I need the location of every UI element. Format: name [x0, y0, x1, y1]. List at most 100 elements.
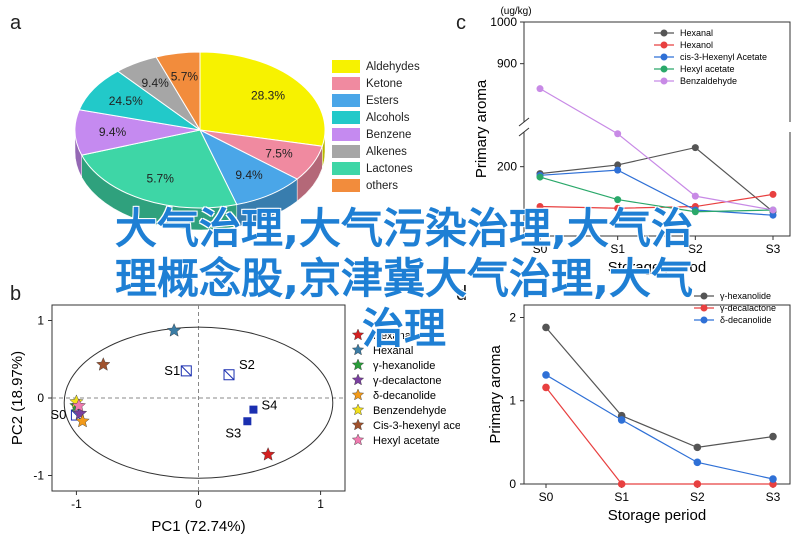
- pie-slice-lactones: [80, 129, 238, 209]
- pca-legend-label-1: Hexanal: [373, 345, 413, 357]
- d-series-point-2: [617, 416, 626, 424]
- pie-label-others: 5.7%: [171, 69, 199, 83]
- d-series-point-2: [769, 475, 777, 483]
- c-frame-lower: [523, 132, 791, 237]
- legend-star-4: [351, 388, 365, 401]
- legend-star-7: [351, 433, 365, 446]
- sample-cross: [71, 409, 82, 421]
- c-legend-label-0: Hexanal: [680, 28, 713, 38]
- c-legend-marker-1: [660, 41, 668, 49]
- panel-a-letter: a: [10, 12, 22, 34]
- sample-label-s2: S2: [239, 357, 255, 372]
- c-series-line-1: [539, 193, 774, 209]
- pie-label-alkenes: 9.4%: [142, 76, 170, 90]
- c-legend-marker-2: [660, 53, 668, 61]
- d-x-tick-label: S1: [614, 490, 629, 504]
- legend-star-1: [351, 343, 365, 356]
- d-y-tick-label: 1: [509, 394, 516, 408]
- c-unit-label: (ug/kg): [500, 6, 531, 17]
- panel-d-letter: d: [456, 283, 468, 305]
- d-y-tick-label: 2: [509, 310, 516, 324]
- pie-slice-aldehydes: [199, 51, 326, 147]
- c-series-line-3: [539, 176, 774, 213]
- c-break-mark: [518, 117, 530, 127]
- c-y-tick-label: 1000: [490, 15, 517, 29]
- pca-legend-label-6: Cis-3-hexenyl acetate: [373, 420, 460, 432]
- pca-legend-label-5: Benzendehyde: [373, 405, 446, 417]
- c-break-mark: [518, 127, 530, 137]
- legend-star-6: [351, 418, 365, 431]
- d-legend-label-0: γ-hexanolide: [720, 291, 771, 301]
- pie-chart: 28.3%7.5%9.4%5.7%9.4%24.5%9.4% 5.7% Aldeh…: [74, 51, 420, 231]
- d-series-line-2: [545, 374, 774, 480]
- c-legend-label-1: Hexanol: [680, 40, 713, 50]
- d-series-line-0: [545, 327, 774, 448]
- legend-swatch-aldehydes: [332, 60, 360, 73]
- line-chart-c: 1000 900 200 (ug/kg) S0 S1 S2 S3 Storage period P…: [473, 6, 791, 275]
- legend-label-benzene: Benzene: [366, 129, 411, 141]
- d-series-point-0: [769, 432, 777, 441]
- sample-point-s3: [243, 417, 252, 426]
- c-series-point-4: [769, 206, 777, 214]
- pie-label-ketone: 7.5%: [265, 147, 293, 161]
- y-tick-label: -1: [33, 469, 44, 483]
- legend-star-2: [351, 358, 365, 371]
- sample-point-s1: [180, 365, 192, 377]
- d-legend-marker-0: [700, 292, 708, 300]
- c-x-tick-label: S2: [688, 242, 703, 256]
- c-series-point-4: [614, 130, 622, 138]
- c-legend-marker-0: [660, 29, 668, 37]
- x-tick-label: 1: [317, 497, 324, 511]
- c-series-point-3: [614, 196, 622, 204]
- legend-label-esters: Esters: [366, 95, 399, 107]
- loading-point-7: [71, 398, 86, 412]
- c-y-tick-label: 900: [497, 57, 517, 71]
- x-axis-label: PC1 (72.74%): [151, 518, 245, 535]
- legend-label-lactones: Lactones: [366, 163, 413, 175]
- d-legend-marker-2: [700, 316, 708, 324]
- c-series-point-1: [536, 203, 544, 211]
- d-series-point-0: [542, 323, 550, 332]
- legend-star-3: [351, 373, 365, 386]
- d-series-line-1: [545, 387, 773, 485]
- pie-label-lactones: 5.7%: [147, 172, 175, 186]
- sample-label-s1: S1: [164, 363, 180, 378]
- legend-swatch-alkenes: [332, 145, 360, 158]
- sample-cross: [223, 369, 235, 381]
- c-x-tick-label: S3: [766, 242, 781, 256]
- c-series-line-4: [539, 88, 774, 211]
- d-y-tick-label: 0: [509, 477, 516, 491]
- pca-legend-label-4: δ-decanolide: [373, 390, 436, 402]
- d-series-point-1: [693, 480, 702, 488]
- c-series-line-2: [539, 169, 774, 216]
- c-legend-label-4: Benzaldehyde: [680, 76, 737, 86]
- legend-star-0: [351, 328, 365, 341]
- c-series-point-3: [691, 208, 699, 216]
- legend-swatch-lactones: [332, 162, 360, 175]
- d-x-tick-label: S0: [539, 490, 554, 504]
- pca-confidence-ellipse: [63, 326, 334, 479]
- sample-label-s4: S4: [261, 398, 277, 413]
- pca-legend-label-0: Hexanal: [373, 330, 413, 342]
- overlay-title-line-1: 大气治理,大气污染治理,大气治: [115, 204, 693, 253]
- sample-label-s3: S3: [225, 425, 241, 440]
- loading-point-0: [260, 447, 276, 461]
- pca-legend-label-3: γ-decalactone: [373, 375, 442, 387]
- sample-point-s4: [249, 405, 258, 414]
- c-legend-marker-4: [660, 77, 668, 85]
- pca-biplot: -1 0 1 1 0 -1 PC1 (72.74%) PC2 (18.97%) S0 S1 S2 S…: [9, 304, 460, 535]
- c-series-point-0: [614, 161, 622, 169]
- c-series-point-2: [614, 166, 622, 174]
- c-legend-label-2: cis-3-Hexenyl Acetate: [680, 52, 767, 62]
- legend-swatch-others: [332, 179, 360, 192]
- d-legend-label-1: γ-decalactone: [720, 303, 776, 313]
- c-series-point-0: [691, 144, 699, 152]
- d-series-point-1: [617, 480, 626, 488]
- pie-label-alcohols: 24.5%: [109, 94, 143, 108]
- loading-point-6: [96, 357, 111, 371]
- legend-label-alcohols: Alcohols: [366, 112, 410, 124]
- d-x-axis-label: Storage period: [608, 507, 706, 524]
- x-tick-label: 0: [195, 497, 202, 511]
- c-x-axis-label: Storage period: [608, 259, 706, 275]
- y-axis-label: PC2 (18.97%): [9, 351, 26, 445]
